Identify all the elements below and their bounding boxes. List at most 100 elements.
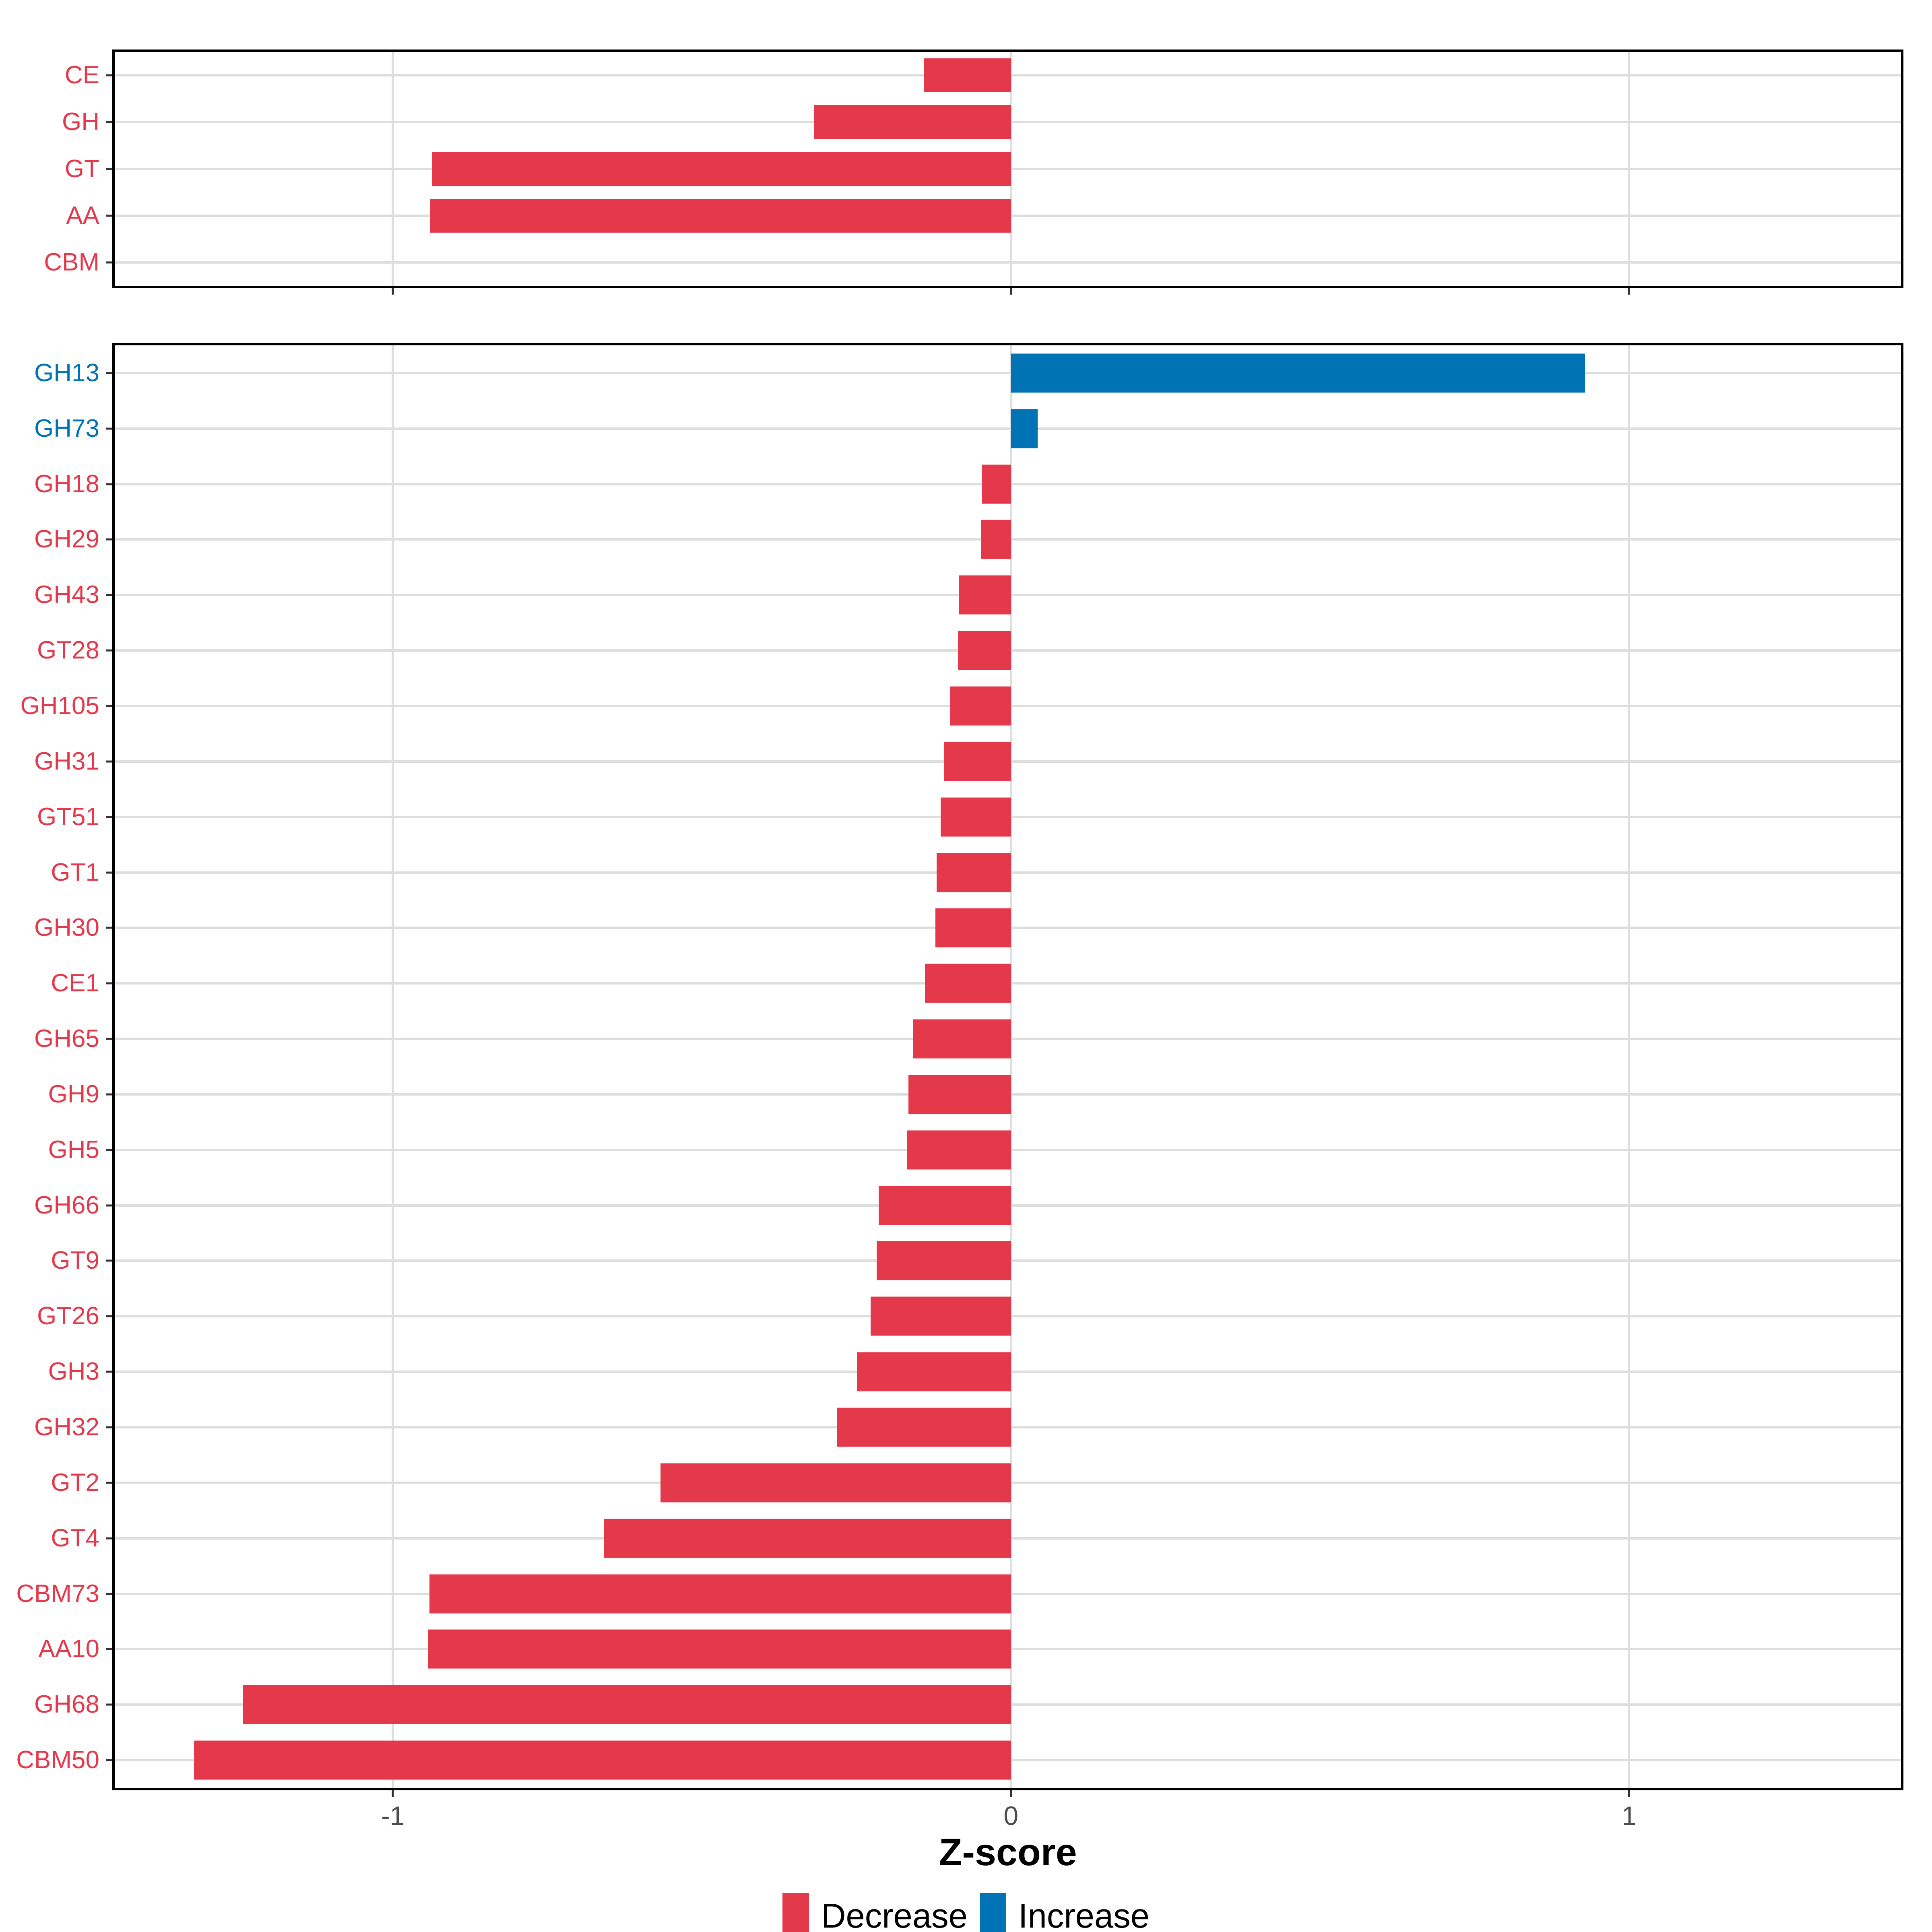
- y-axis-tick: [106, 538, 112, 541]
- y-axis-label-CE1: CE1: [51, 969, 99, 997]
- y-axis-tick: [106, 1038, 112, 1040]
- y-axis-label-CBM50: CBM50: [16, 1746, 99, 1774]
- y-axis-label-GH5: GH5: [48, 1135, 99, 1164]
- bar-GH31: [944, 742, 1011, 781]
- x-axis-tick: [392, 288, 394, 295]
- y-axis-tick: [106, 1315, 112, 1317]
- x-axis-tick-label: 0: [1003, 1801, 1019, 1831]
- y-axis-label-GT: GT: [64, 155, 99, 183]
- y-axis-tick: [106, 168, 112, 170]
- x-axis-tick: [1010, 1790, 1012, 1797]
- y-axis-tick: [106, 760, 112, 763]
- bar-GT: [431, 152, 1011, 186]
- x-axis-tick: [392, 1790, 394, 1797]
- gridline-horizontal: [115, 427, 1901, 430]
- y-axis-tick: [106, 649, 112, 652]
- bar-AA: [430, 198, 1011, 233]
- legend-label-decrease: Decrease: [821, 1897, 968, 1932]
- y-axis-label-GH9: GH9: [48, 1080, 99, 1108]
- y-axis-label-GH73: GH73: [34, 414, 99, 442]
- bar-CE1: [925, 964, 1011, 1003]
- bar-CBM50: [194, 1740, 1011, 1780]
- y-axis-label-GH32: GH32: [34, 1413, 99, 1441]
- gridline-vertical: [1009, 345, 1012, 1788]
- bar-GH13: [1011, 353, 1585, 393]
- bar-AA10: [428, 1629, 1011, 1669]
- y-axis-label-GT51: GT51: [37, 803, 99, 831]
- y-axis-tick: [106, 1537, 112, 1540]
- y-axis-label-GH3: GH3: [48, 1358, 99, 1386]
- bar-GT51: [940, 797, 1011, 837]
- y-axis-tick: [106, 816, 112, 818]
- y-axis-label-GT26: GT26: [37, 1302, 99, 1330]
- y-axis-label-GH65: GH65: [34, 1025, 99, 1053]
- y-axis-label-GH105: GH105: [20, 692, 99, 720]
- bar-GH105: [950, 686, 1011, 726]
- bar-GH73: [1011, 409, 1038, 448]
- y-axis-label-GT9: GT9: [51, 1247, 99, 1275]
- x-axis-tick: [1628, 1790, 1630, 1797]
- legend-swatch-decrease-icon: [782, 1893, 809, 1932]
- y-axis-label-GT28: GT28: [37, 636, 99, 665]
- y-axis-tick: [106, 1482, 112, 1484]
- gridline-horizontal: [115, 372, 1901, 374]
- bar-GH29: [981, 520, 1011, 559]
- gridline-vertical: [1628, 345, 1631, 1788]
- bar-GT28: [958, 631, 1011, 670]
- x-axis-tick: [1628, 288, 1630, 295]
- y-axis-tick: [106, 1093, 112, 1096]
- y-axis-tick: [106, 1426, 112, 1428]
- y-axis-tick: [106, 121, 112, 123]
- y-axis-tick: [106, 261, 112, 264]
- bar-GT2: [660, 1463, 1011, 1503]
- y-axis-label-GT4: GT4: [51, 1524, 99, 1552]
- bar-GH68: [242, 1685, 1011, 1724]
- bar-GH30: [935, 908, 1011, 947]
- y-axis-tick: [106, 1371, 112, 1373]
- y-axis-tick: [106, 427, 112, 430]
- y-axis-label-GH: GH: [62, 108, 99, 136]
- y-axis-tick: [106, 1703, 112, 1706]
- gridline-vertical: [392, 345, 394, 1788]
- bar-GH9: [908, 1075, 1011, 1114]
- y-axis-label-GH13: GH13: [34, 359, 99, 387]
- y-axis-tick: [106, 927, 112, 929]
- y-axis-label-AA10: AA10: [38, 1635, 99, 1663]
- y-axis-label-GT2: GT2: [51, 1468, 99, 1496]
- y-axis-tick: [106, 1149, 112, 1151]
- bar-GH18: [982, 464, 1011, 504]
- bar-GH3: [857, 1352, 1011, 1391]
- y-axis-tick: [106, 705, 112, 707]
- y-axis-label-GT1: GT1: [51, 858, 99, 886]
- panel-families: [112, 50, 1903, 288]
- y-axis-tick: [106, 982, 112, 985]
- bar-GT9: [877, 1241, 1011, 1280]
- bar-GT4: [603, 1519, 1011, 1558]
- y-axis-label-GH31: GH31: [34, 747, 99, 775]
- y-axis-label-GH18: GH18: [34, 470, 99, 498]
- legend-entry-increase: Increase: [979, 1893, 1150, 1932]
- x-axis-title: Z-score: [939, 1831, 1077, 1874]
- y-axis-tick: [106, 1593, 112, 1595]
- legend-swatch-increase-icon: [979, 1893, 1006, 1932]
- y-axis-label-AA: AA: [66, 201, 99, 229]
- panel-subfamilies: [112, 343, 1903, 1790]
- y-axis-tick: [106, 871, 112, 874]
- y-axis-tick: [106, 594, 112, 596]
- bar-GH: [813, 105, 1011, 139]
- y-axis-label-CBM: CBM: [44, 248, 99, 276]
- bar-CE: [924, 58, 1011, 93]
- y-axis-label-GH68: GH68: [34, 1690, 99, 1719]
- y-axis-label-CBM73: CBM73: [16, 1579, 99, 1608]
- y-axis-tick: [106, 1204, 112, 1207]
- y-axis-label-GH29: GH29: [34, 525, 99, 553]
- legend-entry-decrease: Decrease: [782, 1893, 968, 1932]
- y-axis-tick: [106, 1259, 112, 1262]
- legend: Decrease Increase: [0, 1892, 1932, 1932]
- bar-GH43: [959, 575, 1011, 615]
- y-axis-tick: [106, 483, 112, 485]
- bar-GT26: [871, 1296, 1011, 1336]
- x-axis-tick: [1010, 288, 1012, 295]
- y-axis-tick: [106, 1648, 112, 1650]
- y-axis-tick: [106, 215, 112, 217]
